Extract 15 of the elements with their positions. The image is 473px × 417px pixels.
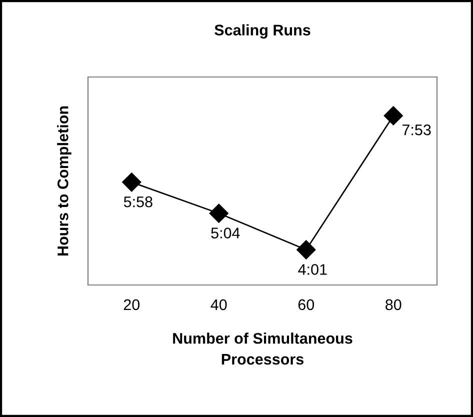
x-tick-label: 40 bbox=[210, 299, 227, 310]
data-label: 7:53 bbox=[402, 124, 431, 136]
y-axis-title: Hours to Completion bbox=[57, 106, 72, 256]
point bbox=[122, 172, 142, 192]
x-tick-label: 20 bbox=[124, 299, 140, 310]
x-tick-label: 80 bbox=[386, 299, 402, 310]
point bbox=[296, 240, 316, 260]
point bbox=[384, 106, 403, 126]
x-tick-label: 60 bbox=[298, 299, 314, 310]
point bbox=[209, 204, 228, 223]
x-axis-title: Number of Simultaneous Processors bbox=[173, 332, 352, 365]
data-label: 4:01 bbox=[298, 264, 327, 275]
data-label: 5:58 bbox=[124, 196, 152, 208]
chart-title: Scaling Runs bbox=[214, 24, 310, 39]
data-label: 5:04 bbox=[211, 228, 240, 238]
